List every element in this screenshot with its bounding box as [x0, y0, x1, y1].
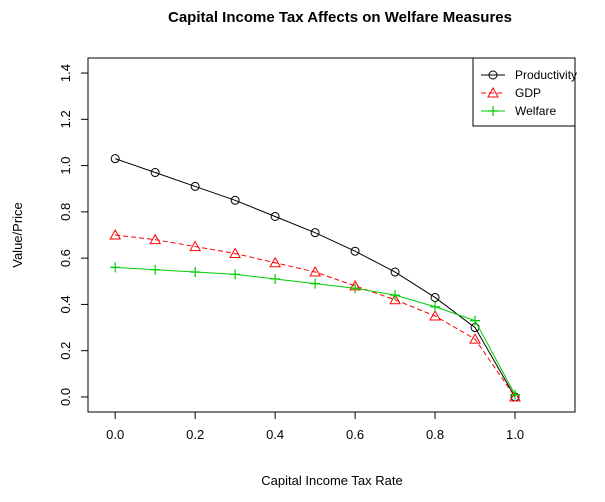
point: [270, 211, 280, 221]
point: [150, 168, 160, 178]
y-tick-label: 1.2: [58, 110, 73, 128]
chart-title: Capital Income Tax Affects on Welfare Me…: [168, 9, 512, 26]
point: [230, 195, 240, 205]
x-tick-label: 0.2: [186, 427, 204, 442]
point: [230, 269, 241, 280]
series-line: [115, 234, 516, 398]
point: [109, 228, 122, 240]
x-tick-label: 1.0: [506, 427, 524, 442]
legend-label: Welfare: [515, 104, 556, 118]
y-tick-label: 0.4: [58, 295, 73, 313]
legend-marker: [488, 70, 498, 80]
x-axis-label: Capital Income Tax Rate: [261, 473, 402, 488]
legend-marker: [488, 106, 498, 116]
point: [429, 309, 441, 321]
point: [470, 315, 481, 326]
point: [389, 293, 401, 305]
point: [270, 273, 281, 284]
legend-label: GDP: [515, 86, 541, 100]
legend-marker: [487, 86, 499, 98]
point: [110, 154, 120, 164]
point: [430, 301, 441, 312]
point: [190, 181, 200, 191]
point: [110, 262, 121, 273]
y-tick-label: 0.8: [58, 203, 73, 221]
point: [189, 240, 202, 252]
point: [150, 264, 161, 275]
point: [390, 290, 401, 301]
y-tick-label: 1.4: [58, 64, 73, 82]
y-tick-label: 0.0: [58, 388, 73, 406]
x-tick-label: 0.6: [346, 427, 364, 442]
point: [390, 267, 400, 277]
point: [310, 278, 321, 289]
point: [350, 246, 360, 256]
x-tick-label: 0.0: [106, 427, 124, 442]
point: [509, 390, 521, 402]
point: [229, 247, 241, 259]
point: [430, 292, 440, 302]
point: [190, 267, 201, 278]
y-tick-label: 1.0: [58, 157, 73, 175]
point: [310, 228, 320, 238]
point: [350, 283, 361, 294]
x-tick-label: 0.8: [426, 427, 444, 442]
y-axis-label: Value/Price: [10, 202, 25, 268]
x-tick-label: 0.4: [266, 427, 284, 442]
y-tick-label: 0.2: [58, 342, 73, 360]
point: [149, 233, 162, 245]
legend-box: [472, 57, 576, 127]
point: [269, 256, 281, 268]
series-line: [115, 158, 516, 398]
point: [510, 389, 521, 400]
y-tick-label: 0.6: [58, 249, 73, 267]
legend-label: Productivity: [515, 68, 577, 82]
point: [469, 333, 481, 344]
point: [309, 265, 321, 277]
